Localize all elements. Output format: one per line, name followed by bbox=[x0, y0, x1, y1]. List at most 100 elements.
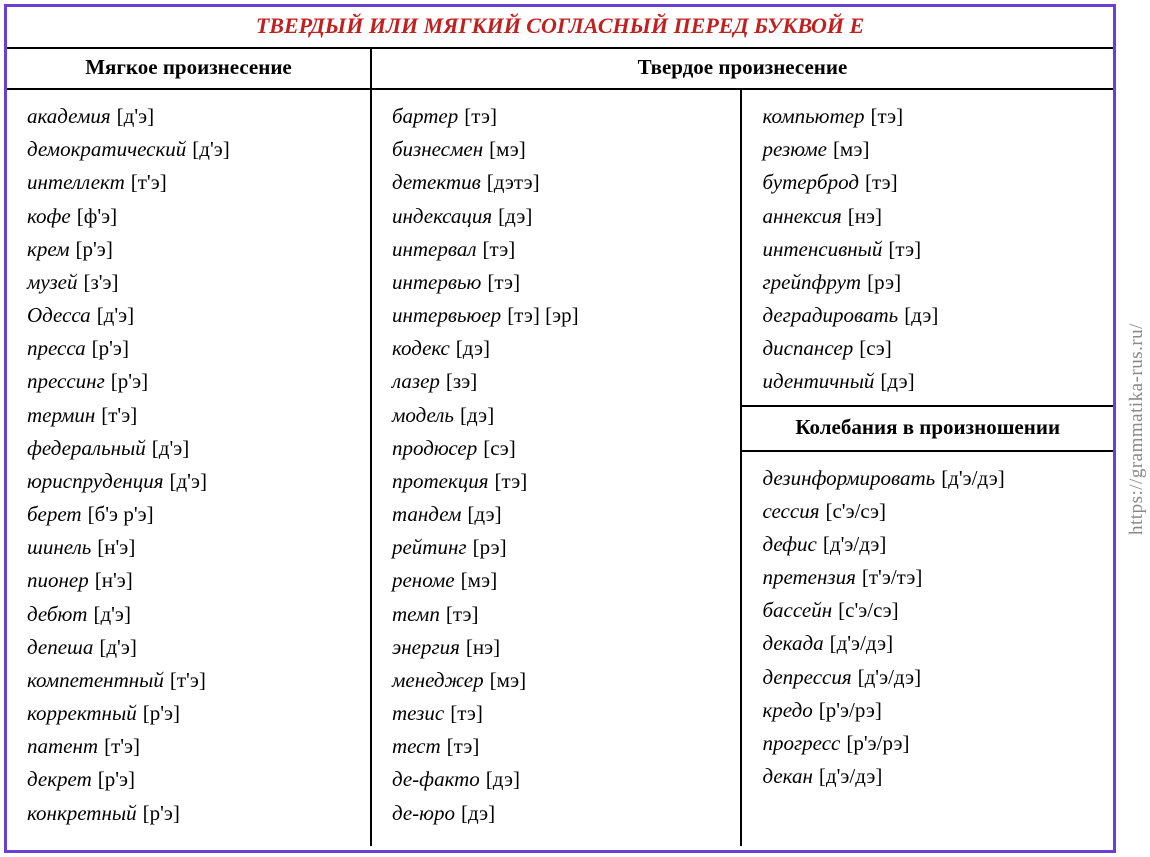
word-row: интервьюер[тэ] [эр] bbox=[392, 299, 733, 332]
word-row: бизнесмен[мэ] bbox=[392, 133, 733, 166]
word-row: детектив[дэтэ] bbox=[392, 166, 733, 199]
list-soft: академия[д'э]демократический[д'э]интелле… bbox=[7, 90, 370, 836]
word-row: термин[т'э] bbox=[27, 399, 362, 432]
columns-wrap: Мягкое произнесение академия[д'э]демокра… bbox=[7, 49, 1113, 846]
word-row: идентичный[дэ] bbox=[762, 365, 1105, 398]
column-soft: Мягкое произнесение академия[д'э]демокра… bbox=[7, 49, 372, 846]
word: аннексия bbox=[762, 200, 841, 233]
word-row: Одесса[д'э] bbox=[27, 299, 362, 332]
word-row: протекция[тэ] bbox=[392, 465, 733, 498]
transcription: [нэ] bbox=[848, 200, 882, 233]
transcription: [рэ] bbox=[867, 266, 901, 299]
transcription: [р'э] bbox=[98, 763, 135, 796]
word-row: диспансер[сэ] bbox=[762, 332, 1105, 365]
transcription: [д'э] bbox=[152, 432, 189, 465]
word-row: дефис[д'э/дэ] bbox=[762, 528, 1105, 561]
word-row: энергия[нэ] bbox=[392, 631, 733, 664]
word-row: конкретный[р'э] bbox=[27, 797, 362, 830]
word: идентичный bbox=[762, 365, 874, 398]
word: модель bbox=[392, 399, 454, 432]
hard-right-top: компьютер[тэ]резюме[мэ]бутерброд[тэ]анне… bbox=[742, 90, 1113, 407]
word: академия bbox=[27, 100, 111, 133]
word-row: патент[т'э] bbox=[27, 730, 362, 763]
transcription: [р'э] bbox=[143, 697, 180, 730]
word: крем bbox=[27, 233, 70, 266]
transcription: [д'э] bbox=[170, 465, 207, 498]
transcription: [тэ] bbox=[450, 697, 483, 730]
transcription: [тэ] bbox=[870, 100, 903, 133]
word: юриспруденция bbox=[27, 465, 164, 498]
transcription: [р'э/рэ] bbox=[846, 727, 909, 760]
word: декрет bbox=[27, 763, 92, 796]
watermark: https://grammatika-rus.ru/ bbox=[1126, 323, 1148, 535]
word: интенсивный bbox=[762, 233, 882, 266]
word-row: рейтинг[рэ] bbox=[392, 531, 733, 564]
word-row: тандем[дэ] bbox=[392, 498, 733, 531]
word-row: продюсер[сэ] bbox=[392, 432, 733, 465]
column-hard-right: компьютер[тэ]резюме[мэ]бутерброд[тэ]анне… bbox=[742, 90, 1113, 846]
word: де-юро bbox=[392, 797, 455, 830]
word: дефис bbox=[762, 528, 816, 561]
word: интервьюер bbox=[392, 299, 501, 332]
transcription: [ф'э] bbox=[77, 200, 117, 233]
header-fluct: Колебания в произношении bbox=[742, 407, 1113, 452]
transcription: [мэ] bbox=[490, 664, 527, 697]
word-row: кредо[р'э/рэ] bbox=[762, 694, 1105, 727]
word-row: лазер[зэ] bbox=[392, 365, 733, 398]
word: прогресс bbox=[762, 727, 840, 760]
word-row: грейпфрут[рэ] bbox=[762, 266, 1105, 299]
transcription: [з'э] bbox=[83, 266, 118, 299]
word-row: демократический[д'э] bbox=[27, 133, 362, 166]
word-row: бутерброд[тэ] bbox=[762, 166, 1105, 199]
word: детектив bbox=[392, 166, 481, 199]
table-title: ТВЕРДЫЙ ИЛИ МЯГКИЙ СОГЛАСНЫЙ ПЕРЕД БУКВО… bbox=[7, 7, 1113, 49]
word-row: резюме[мэ] bbox=[762, 133, 1105, 166]
word: музей bbox=[27, 266, 77, 299]
transcription: [дэ] bbox=[486, 763, 520, 796]
transcription: [р'э/рэ] bbox=[819, 694, 882, 727]
word-row: депрессия[д'э/дэ] bbox=[762, 661, 1105, 694]
transcription: [дэтэ] bbox=[487, 166, 540, 199]
transcription: [мэ] bbox=[833, 133, 870, 166]
word-row: юриспруденция[д'э] bbox=[27, 465, 362, 498]
column-hard-left: бартер[тэ]бизнесмен[мэ]детектив[дэтэ]инд… bbox=[372, 90, 743, 846]
word-row: интеллект[т'э] bbox=[27, 166, 362, 199]
transcription: [с'э/сэ] bbox=[838, 594, 899, 627]
transcription: [д'э/дэ] bbox=[941, 462, 1005, 495]
word: дезинформировать bbox=[762, 462, 935, 495]
transcription: [д'э] bbox=[99, 631, 136, 664]
word: грейпфрут bbox=[762, 266, 861, 299]
word-row: де-юро[дэ] bbox=[392, 797, 733, 830]
transcription: [мэ] bbox=[489, 133, 526, 166]
transcription: [н'э] bbox=[95, 564, 133, 597]
word: резюме bbox=[762, 133, 826, 166]
word: претензия bbox=[762, 561, 855, 594]
word-row: шинель[н'э] bbox=[27, 531, 362, 564]
word-row: деградировать[дэ] bbox=[762, 299, 1105, 332]
column-hard: Твердое произнесение бартер[тэ]бизнесмен… bbox=[372, 49, 1113, 846]
transcription: [т'э] bbox=[101, 399, 137, 432]
word: корректный bbox=[27, 697, 137, 730]
word: диспансер bbox=[762, 332, 853, 365]
word: демократический bbox=[27, 133, 186, 166]
word-row: пионер[н'э] bbox=[27, 564, 362, 597]
hard-body: бартер[тэ]бизнесмен[мэ]детектив[дэтэ]инд… bbox=[372, 90, 1113, 846]
word-row: пресса[р'э] bbox=[27, 332, 362, 365]
word: термин bbox=[27, 399, 95, 432]
word: федеральный bbox=[27, 432, 146, 465]
word: бартер bbox=[392, 100, 458, 133]
transcription: [д'э/дэ] bbox=[823, 528, 887, 561]
word: сессия bbox=[762, 495, 819, 528]
transcription: [д'э/дэ] bbox=[819, 760, 883, 793]
word-row: компьютер[тэ] bbox=[762, 100, 1105, 133]
transcription: [н'э] bbox=[97, 531, 135, 564]
word-row: темп[тэ] bbox=[392, 598, 733, 631]
word: тест bbox=[392, 730, 441, 763]
transcription: [мэ] bbox=[461, 564, 498, 597]
transcription: [дэ] bbox=[904, 299, 938, 332]
word: продюсер bbox=[392, 432, 477, 465]
transcription: [тэ] bbox=[495, 465, 528, 498]
transcription: [д'э] bbox=[97, 299, 134, 332]
word-row: дезинформировать[д'э/дэ] bbox=[762, 462, 1105, 495]
word: декада bbox=[762, 627, 823, 660]
